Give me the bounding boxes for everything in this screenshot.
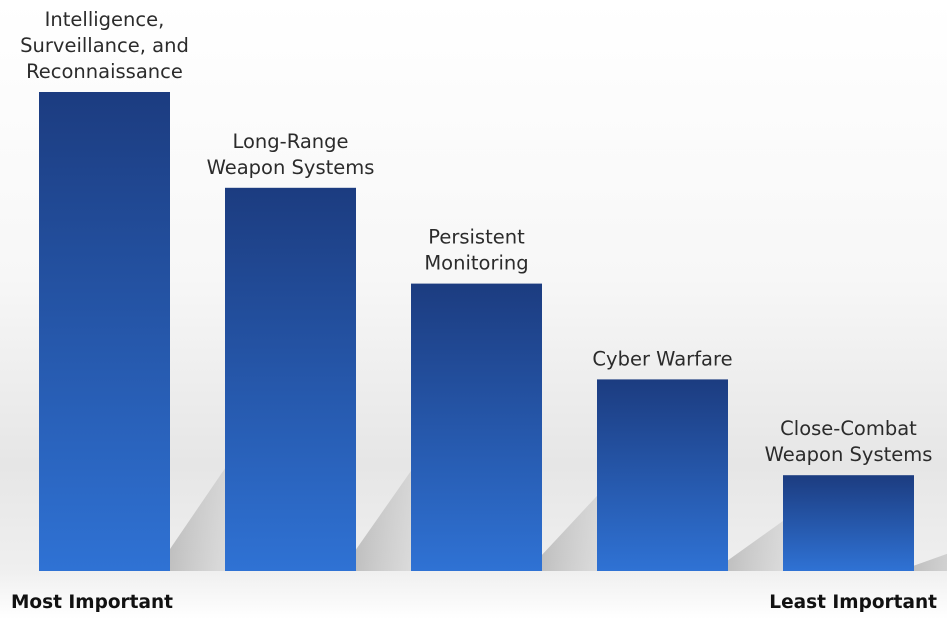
category-labels: Intelligence, Surveillance, and Reconnaiss… bbox=[20, 8, 932, 466]
category-label: Intelligence, Surveillance, and Reconnaiss… bbox=[20, 8, 189, 83]
bar bbox=[411, 283, 542, 571]
category-label: Cyber Warfare bbox=[592, 347, 732, 370]
bars bbox=[39, 92, 914, 572]
bar bbox=[783, 475, 914, 571]
category-label: Close-Combat Weapon Systems bbox=[765, 417, 933, 466]
least-important-caption: Least Important bbox=[769, 592, 937, 613]
most-important-caption: Most Important bbox=[11, 592, 173, 613]
bar-shadow bbox=[914, 553, 947, 571]
bar bbox=[597, 379, 728, 571]
category-label: Persistent Monitoring bbox=[424, 226, 528, 275]
category-label: Long-Range Weapon Systems bbox=[207, 130, 375, 179]
bar bbox=[225, 187, 356, 572]
bar bbox=[39, 92, 170, 571]
